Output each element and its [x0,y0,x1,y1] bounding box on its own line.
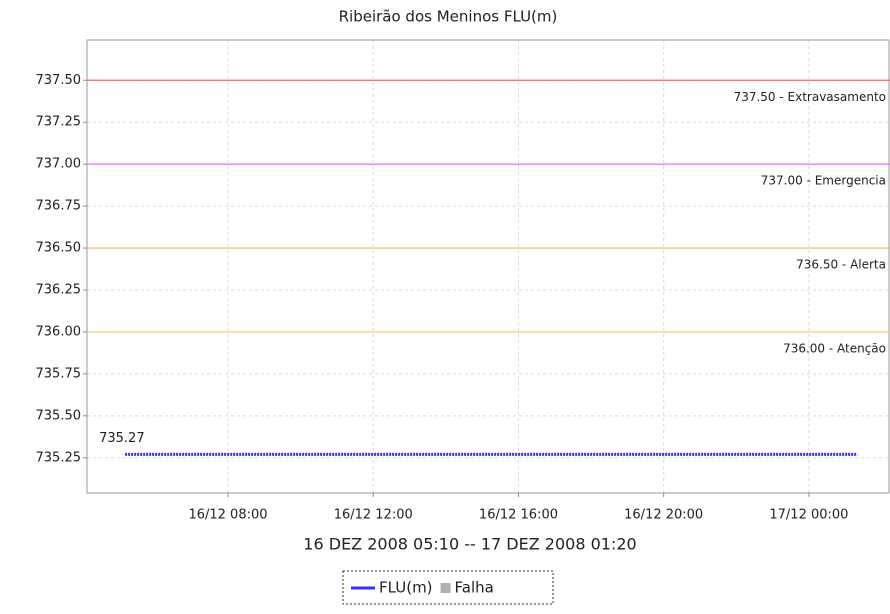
y-tick-label: 736.00 [36,324,82,339]
x-axis-label: 16 DEZ 2008 05:10 -- 17 DEZ 2008 01:20 [303,535,636,554]
x-tick-label: 16/12 16:00 [479,508,558,523]
y-tick-label: 735.50 [36,408,82,423]
y-tick-label: 735.25 [36,450,82,465]
y-tick-label: 736.25 [36,282,82,297]
threshold-label: 737.50 - Extravasamento [734,90,886,104]
x-tick-label: 16/12 20:00 [624,508,703,523]
y-tick-label: 736.75 [36,199,82,214]
legend-swatch [440,583,451,593]
y-tick-label: 737.50 [36,73,82,88]
x-tick-label: 17/12 00:00 [769,508,848,523]
threshold-label: 736.50 - Alerta [796,258,886,272]
y-tick-label: 737.00 [36,157,82,172]
y-tick-label: 735.75 [36,366,82,381]
y-tick-label: 736.50 [36,241,82,256]
y-tick-label: 737.25 [36,115,82,130]
chart-title: Ribeirão dos Meninos FLU(m) [339,8,558,26]
threshold-label: 736.00 - Atenção [783,341,886,355]
threshold-label: 737.00 - Emergencia [761,174,886,188]
plot-border [86,39,890,494]
x-tick-label: 16/12 12:00 [334,508,413,523]
data-label: 735.27 [99,431,145,446]
legend-label: Falha [455,579,494,597]
x-tick-label: 16/12 08:00 [188,508,267,523]
legend-label: FLU(m) [379,579,433,597]
